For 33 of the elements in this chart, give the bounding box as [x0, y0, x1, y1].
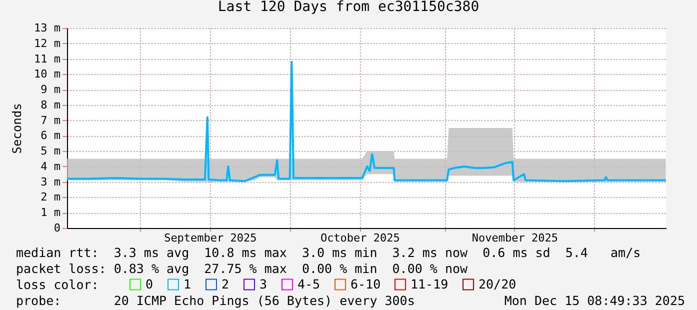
y-axis-title: Seconds: [10, 103, 24, 154]
x-tick-label: November 2025: [472, 232, 558, 244]
y-tick-label: 5 m: [40, 144, 61, 158]
y-tick-label: 3 m: [40, 175, 61, 188]
legend-label: 0: [146, 276, 154, 292]
y-tick-label: 2 m: [40, 190, 61, 204]
legend-label: 1: [184, 276, 192, 292]
legend-label: 6-10: [350, 276, 381, 292]
line-series: [66, 60, 667, 182]
legend-title: loss color:: [16, 277, 99, 292]
y-tick-label: 1 m: [40, 206, 61, 220]
y-tick-label: 11 m: [34, 52, 61, 66]
y-tick-label: 12 m: [34, 36, 61, 50]
y-tick-label: 7 m: [40, 114, 61, 127]
legend-label: 20/20: [478, 276, 516, 292]
legend-label: 3: [260, 276, 268, 292]
chart-title: Last 120 Days from ec301150c380: [218, 0, 480, 15]
y-tick-label: 4 m: [40, 160, 61, 173]
x-tick-label: October 2025: [320, 232, 400, 244]
text: Mon Dec 15 08:49:33 2025: [504, 293, 685, 308]
text: packet loss: 0.83 % avg 27.75 % max 0.00 % min 0.00 % now: [16, 261, 468, 276]
text: median rtt: 3.3 ms avg 10.8 ms max 3.0 ms min 3.2 ms now 0.6 ms sd 5.4 am/s: [16, 245, 641, 260]
y-tick-label: 8 m: [40, 98, 61, 112]
y-tick-label: 0: [54, 222, 60, 234]
legend-label: 4-5: [298, 276, 320, 292]
y-tick-label: 9 m: [40, 83, 61, 96]
text: probe: 20 ICMP Echo Pings (56 Bytes) every 300s: [16, 293, 415, 308]
y-tick-label: 13 m: [34, 22, 61, 34]
legend-label: 11-19: [410, 276, 448, 292]
x-tick-label: September 2025: [164, 232, 257, 244]
y-tick-label: 6 m: [40, 129, 61, 142]
y-tick-label: 10 m: [34, 68, 61, 81]
legend-label: 2: [222, 276, 230, 292]
